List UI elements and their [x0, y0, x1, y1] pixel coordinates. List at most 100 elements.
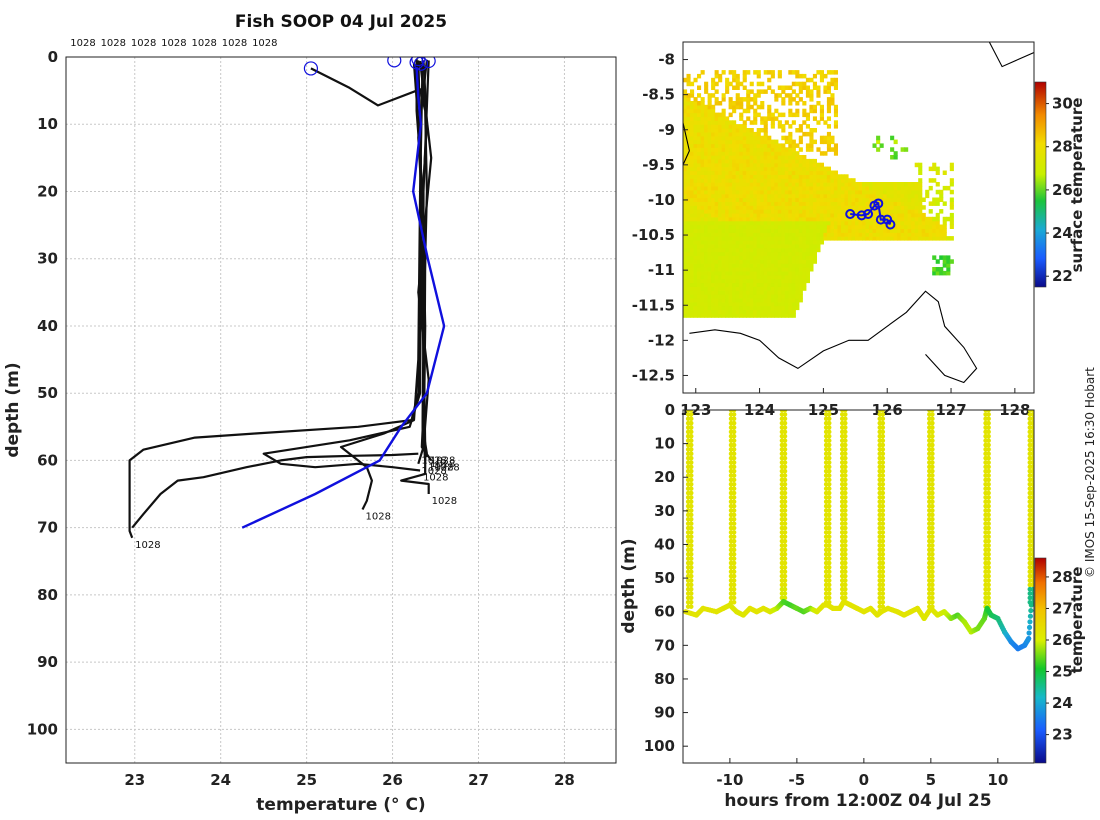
sst-cell: [746, 294, 751, 299]
sst-cell: [700, 216, 705, 222]
sst-cell: [802, 101, 807, 106]
sst-cell: [749, 209, 754, 214]
sst-cell: [707, 240, 712, 245]
sst-cell: [686, 247, 691, 253]
sst-cell: [774, 151, 779, 156]
sst-cell: [939, 224, 944, 229]
sst-cell: [939, 228, 944, 233]
sst-cell: [805, 255, 810, 260]
cast-sample: [728, 490, 734, 496]
sst-cell: [798, 124, 803, 129]
sst-cell: [700, 220, 705, 226]
sst-cell: [914, 193, 919, 199]
sst-cell: [704, 193, 709, 199]
sst-cell: [805, 220, 810, 226]
sst-cell: [725, 263, 730, 268]
sst-cell: [841, 201, 846, 206]
sst-cell: [900, 216, 905, 222]
sst-cell: [721, 282, 726, 287]
sst-cell: [707, 139, 712, 145]
sst-cell: [721, 155, 726, 160]
sst-cell: [735, 297, 740, 303]
sst-cell: [932, 197, 937, 202]
sst-cell: [777, 212, 782, 218]
sst-cell: [739, 278, 744, 284]
sst-cell: [928, 178, 933, 183]
sst-cell: [728, 101, 733, 106]
sst-cell: [777, 151, 782, 156]
sst-cell: [683, 209, 688, 214]
sst-cell: [690, 131, 695, 137]
sst-cell: [795, 270, 800, 276]
sst-cell: [749, 220, 754, 226]
sst-cell: [907, 201, 912, 206]
sst-cell: [802, 212, 807, 218]
sst-cell: [683, 259, 688, 264]
sst-cell: [704, 270, 709, 276]
sst-cell: [742, 297, 747, 303]
sst-cell: [826, 170, 831, 175]
sst-cell: [683, 251, 688, 256]
sst-cell: [732, 70, 737, 75]
sst-cell: [760, 212, 765, 218]
sst-cell: [686, 158, 691, 164]
sst-cell: [816, 197, 821, 202]
sst-cell: [763, 158, 768, 164]
sst-cell: [718, 178, 723, 183]
sst-cell: [777, 305, 782, 311]
sst-cell: [686, 305, 691, 311]
sst-cell: [770, 270, 775, 276]
sst-cell: [728, 166, 733, 172]
sst-cell: [795, 108, 800, 114]
bottom-sample: [1026, 636, 1032, 642]
sst-cell: [791, 70, 796, 75]
sst-cell: [862, 189, 867, 195]
sst-cell: [893, 201, 898, 206]
cast-sample: [877, 578, 883, 583]
sst-cell: [742, 274, 747, 280]
sst-cell: [893, 209, 898, 214]
sst-cell: [686, 135, 691, 141]
sst-cell: [749, 224, 754, 229]
sst-cell: [693, 228, 698, 233]
sst-cell: [862, 197, 867, 202]
cast-sample: [877, 538, 883, 544]
sst-cell: [742, 259, 747, 264]
cast-sample: [685, 455, 691, 461]
sst-cell: [777, 155, 782, 160]
sst-cell: [725, 151, 730, 156]
sst-cell: [805, 124, 810, 129]
cast-sample: [877, 442, 883, 448]
sst-cell: [900, 236, 905, 241]
sst-cell: [711, 236, 716, 241]
sst-cell: [823, 220, 828, 226]
sst-cell: [826, 124, 831, 129]
sst-cell: [774, 201, 779, 206]
sst-cell: [798, 251, 803, 256]
sst-cell: [932, 228, 937, 233]
sst-cell: [700, 309, 705, 314]
cast-sample: [685, 473, 691, 478]
sst-cell: [707, 270, 712, 276]
sst-cell: [763, 209, 768, 214]
sst-cell: [809, 185, 814, 191]
cast-sample: [983, 547, 988, 553]
sst-cell: [749, 128, 754, 133]
sst-cell: [756, 313, 761, 318]
sst-cell: [833, 201, 838, 206]
sst-cell: [939, 232, 944, 237]
sst-cell: [732, 313, 737, 318]
sst-cell: [749, 170, 754, 175]
sst-cell: [904, 220, 909, 226]
profile-y-tick-label: 50: [37, 384, 58, 402]
sst-cell: [742, 251, 747, 256]
cast-sample: [728, 569, 734, 575]
sst-cell: [904, 216, 909, 222]
cast-sample: [983, 429, 988, 435]
sst-cell: [802, 197, 807, 202]
cast-sample: [685, 530, 691, 535]
sst-cell: [928, 236, 933, 241]
cast-sample: [877, 573, 883, 579]
cast-sample: [728, 442, 734, 448]
time-plot-y-tick-label: 20: [654, 468, 675, 486]
